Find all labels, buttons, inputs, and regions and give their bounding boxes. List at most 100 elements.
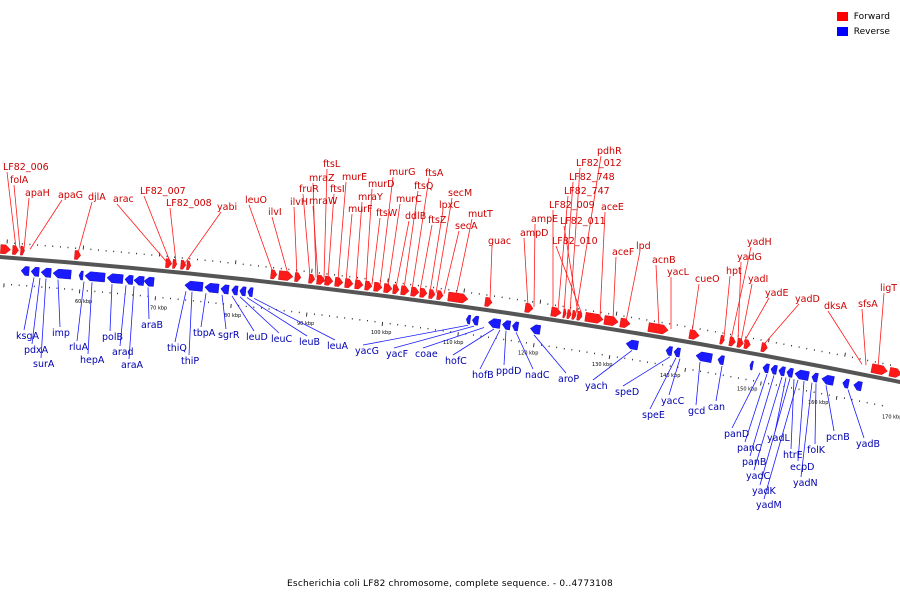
gene-label-yadg[interactable]: yadG xyxy=(737,252,762,263)
gene-label-panb[interactable]: panB xyxy=(742,457,766,468)
gene-arrow-ampe-34[interactable] xyxy=(584,312,604,324)
gene-label-thip[interactable]: thiP xyxy=(181,356,199,367)
gene-arrow-tbpa-12[interactable] xyxy=(220,284,230,295)
gene-label-lf82-009[interactable]: LF82_009 xyxy=(549,200,595,211)
gene-label-ftsa[interactable]: ftsA xyxy=(425,168,444,179)
gene-label-pcnb[interactable]: pcnB xyxy=(826,432,850,443)
gene-arrow-nadc-24[interactable] xyxy=(673,347,681,358)
gene-label-spee[interactable]: speE xyxy=(642,410,665,421)
gene-label-arad[interactable]: arad xyxy=(112,347,134,358)
gene-arrow-hepa-5[interactable] xyxy=(84,271,106,283)
gene-arrow-coae-20[interactable] xyxy=(512,321,520,332)
gene-label-lf82-012[interactable]: LF82_012 xyxy=(576,158,622,169)
gene-label-murc[interactable]: murC xyxy=(396,194,422,205)
gene-label-yacl[interactable]: yacL xyxy=(667,267,690,278)
gene-arrow-acee-42[interactable] xyxy=(743,339,751,350)
gene-label-lpxc[interactable]: lpxC xyxy=(439,200,460,211)
gene-label-frur[interactable]: fruR xyxy=(299,184,319,195)
gene-label-apag[interactable]: apaG xyxy=(58,190,83,201)
gene-label-mutt[interactable]: mutT xyxy=(468,209,493,220)
gene-arrow-leub-16[interactable] xyxy=(466,314,472,325)
gene-label-murg[interactable]: murG xyxy=(389,167,416,178)
gene-label-mray[interactable]: mraY xyxy=(358,192,383,203)
gene-arrow-mraz-13[interactable] xyxy=(324,275,334,286)
gene-arrow-lpd-44[interactable] xyxy=(870,363,888,375)
gene-label-cueo[interactable]: cueO xyxy=(695,274,720,285)
gene-label-yach[interactable]: yach xyxy=(585,381,608,392)
gene-label-guac[interactable]: guac xyxy=(488,236,511,247)
gene-label-imp[interactable]: imp xyxy=(52,328,70,339)
gene-arrow-frur-12[interactable] xyxy=(316,274,326,285)
gene-arrow-yacf-19[interactable] xyxy=(502,320,512,331)
gene-arrow-sgrr-13[interactable] xyxy=(231,285,239,296)
gene-arrow-yadk-36[interactable] xyxy=(853,381,863,392)
gene-label-araa[interactable]: araA xyxy=(121,360,144,371)
gene-label-murd[interactable]: murD xyxy=(368,179,395,190)
gene-label-ftsw[interactable]: ftsW xyxy=(376,208,398,219)
gene-arrow-arab-9[interactable] xyxy=(143,276,155,287)
gene-label-htre[interactable]: htrE xyxy=(783,450,803,461)
gene-label-ddlb[interactable]: ddlB xyxy=(405,211,426,222)
gene-arrow-apah-2[interactable] xyxy=(20,245,25,256)
gene-arrow-leuo-9[interactable] xyxy=(278,270,294,281)
gene-label-yadi[interactable]: yadI xyxy=(748,274,768,285)
gene-arrow-arad-7[interactable] xyxy=(124,274,134,285)
gene-arrow-ftsz-27[interactable] xyxy=(484,296,493,307)
gene-label-lf82-747[interactable]: LF82_747 xyxy=(564,186,610,197)
gene-label-yacc[interactable]: yacC xyxy=(661,396,685,407)
gene-arrow-thip-11[interactable] xyxy=(204,282,220,294)
gene-label-ppdd[interactable]: ppdD xyxy=(496,366,521,377)
gene-label-acef[interactable]: aceF xyxy=(612,247,634,258)
gene-arrow-mraw-15[interactable] xyxy=(344,278,354,289)
gene-label-ilvi[interactable]: ilvI xyxy=(268,207,282,218)
gene-arrow-murf-18[interactable] xyxy=(373,281,383,292)
gene-label-thiq[interactable]: thiQ xyxy=(167,343,187,354)
gene-arrow-yacg-18[interactable] xyxy=(488,318,502,329)
gene-arrow-ilvi-10[interactable] xyxy=(294,272,302,282)
gene-arrow-ftsl-14[interactable] xyxy=(334,276,344,287)
gene-label-ftsl[interactable]: ftsL xyxy=(323,159,341,170)
gene-arrow-yabi-8[interactable] xyxy=(270,269,278,280)
gene-label-ftsq[interactable]: ftsQ xyxy=(414,181,433,192)
gene-arrow-arop-25[interactable] xyxy=(695,351,713,363)
gene-label-lf82-010[interactable]: LF82_010 xyxy=(552,236,598,247)
gene-label-hofb[interactable]: hofB xyxy=(472,370,494,381)
gene-label-leua[interactable]: leuA xyxy=(327,341,349,352)
gene-label-mraw[interactable]: mraW xyxy=(309,196,338,207)
gene-arrow-apag-3[interactable] xyxy=(74,250,81,260)
gene-arrow-ddlb-24[interactable] xyxy=(428,289,436,299)
gene-arrow-pand-32[interactable] xyxy=(794,369,810,381)
gene-label-lf82-007[interactable]: LF82_007 xyxy=(140,186,186,197)
gene-arrow-lf82-747-36[interactable] xyxy=(619,317,631,328)
gene-label-tbpa[interactable]: tbpA xyxy=(193,328,216,339)
gene-label-seca[interactable]: secA xyxy=(455,221,478,232)
gene-arrow-leud-14[interactable] xyxy=(239,286,247,297)
gene-label-yabi[interactable]: yabi xyxy=(217,202,237,213)
gene-arrow-lpxc-28[interactable] xyxy=(524,302,534,313)
gene-label-yadc[interactable]: yadC xyxy=(746,471,770,482)
gene-arrow-leua-17[interactable] xyxy=(472,315,480,326)
gene-label-yadl[interactable]: yadL xyxy=(767,433,790,444)
gene-label-yadm[interactable]: yadM xyxy=(756,500,782,511)
gene-arrow-pdxa-1[interactable] xyxy=(30,266,40,277)
gene-label-arab[interactable]: araB xyxy=(141,320,163,331)
gene-label-ksga[interactable]: ksgA xyxy=(16,331,39,342)
gene-arrow-sped-27[interactable] xyxy=(749,360,754,371)
gene-label-nadc[interactable]: nadC xyxy=(525,370,550,381)
gene-label-ilvh[interactable]: ilvH xyxy=(290,197,308,208)
gene-arrow-araa-8[interactable] xyxy=(133,275,145,286)
gene-arrow-ksga-0[interactable] xyxy=(20,266,30,276)
gene-label-yacf[interactable]: yacF xyxy=(386,349,408,360)
gene-arrow-ilvh-11[interactable] xyxy=(308,273,316,284)
gene-arrow-pdhr-39[interactable] xyxy=(719,334,725,345)
gene-label-coae[interactable]: coae xyxy=(415,349,438,360)
gene-arrow-murg-22[interactable] xyxy=(410,286,420,297)
gene-arrow-ppdd-23[interactable] xyxy=(665,346,673,357)
gene-arrow-hofc-21[interactable] xyxy=(530,324,542,335)
gene-label-ligt[interactable]: ligT xyxy=(880,283,897,294)
gene-label-lf82-006[interactable]: LF82_006 xyxy=(3,162,49,173)
gene-arrow-lf82-006-0[interactable] xyxy=(0,244,11,255)
gene-label-murf[interactable]: murF xyxy=(348,204,373,215)
gene-arrow-guac-32[interactable] xyxy=(571,310,577,320)
gene-label-acee[interactable]: aceE xyxy=(601,202,624,213)
